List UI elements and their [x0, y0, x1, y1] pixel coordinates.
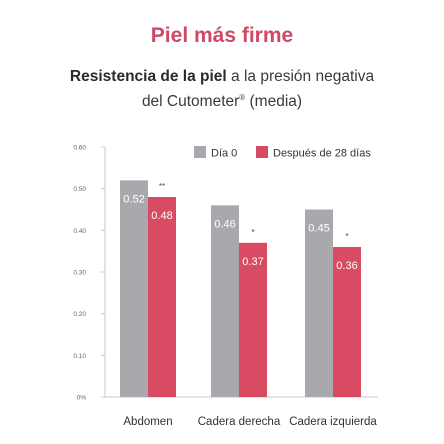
bar	[148, 197, 176, 397]
x-category-label: Abdomen	[123, 416, 172, 428]
legend-swatch-day0	[194, 146, 206, 158]
y-tick-label: 0.60	[73, 145, 86, 152]
y-tick-label: 0.10	[73, 353, 86, 360]
y-tick-label: 0.20	[73, 311, 86, 318]
significance-marker: *	[345, 232, 348, 241]
legend-label-day28: Después de 28 días	[273, 148, 371, 160]
bars: 0.52 0.48 ** 0.46 0.37 * 0.45 0.36 *	[120, 180, 361, 397]
subtitle-line2: del Cutometer	[141, 93, 240, 111]
significance-marker: **	[159, 182, 165, 191]
significance-marker: *	[251, 228, 254, 237]
y-axis: 0% 0.10 0.20 0.30 0.40 0.50 0.60	[73, 145, 378, 402]
bar	[239, 242, 267, 397]
data-label: 0.52	[123, 193, 144, 205]
data-label: 0.36	[336, 260, 357, 272]
chart-subtitle: Resistencia de la piel a la presión nega…	[0, 66, 444, 112]
subtitle-end: (media)	[245, 93, 303, 111]
data-label: 0.37	[242, 256, 263, 268]
bar	[211, 205, 239, 397]
bar	[120, 180, 148, 397]
y-tick-label: 0%	[77, 395, 87, 402]
legend: Día 0 Después de 28 días	[194, 146, 371, 160]
subtitle-bold: Resistencia de la piel	[69, 68, 227, 85]
y-tick-label: 0.50	[73, 186, 86, 193]
registered-mark: ®	[239, 93, 246, 102]
y-tick-label: 0.40	[73, 228, 86, 235]
x-category-label: Cadera izquierda	[289, 416, 377, 428]
x-category-label: Cadera derecha	[198, 416, 281, 428]
legend-label-day0: Día 0	[211, 148, 237, 160]
data-label: 0.48	[151, 210, 172, 222]
y-tick-label: 0.30	[73, 270, 86, 277]
x-axis-labels: Abdomen Cadera derecha Cadera izquierda	[123, 416, 377, 428]
data-label: 0.45	[308, 223, 329, 235]
subtitle-rest: a la presión negativa	[226, 68, 375, 85]
bar	[305, 209, 333, 397]
data-label: 0.46	[214, 218, 235, 230]
page-title: Piel más firme	[150, 24, 294, 47]
legend-swatch-day28	[256, 146, 268, 158]
bar	[333, 247, 361, 397]
